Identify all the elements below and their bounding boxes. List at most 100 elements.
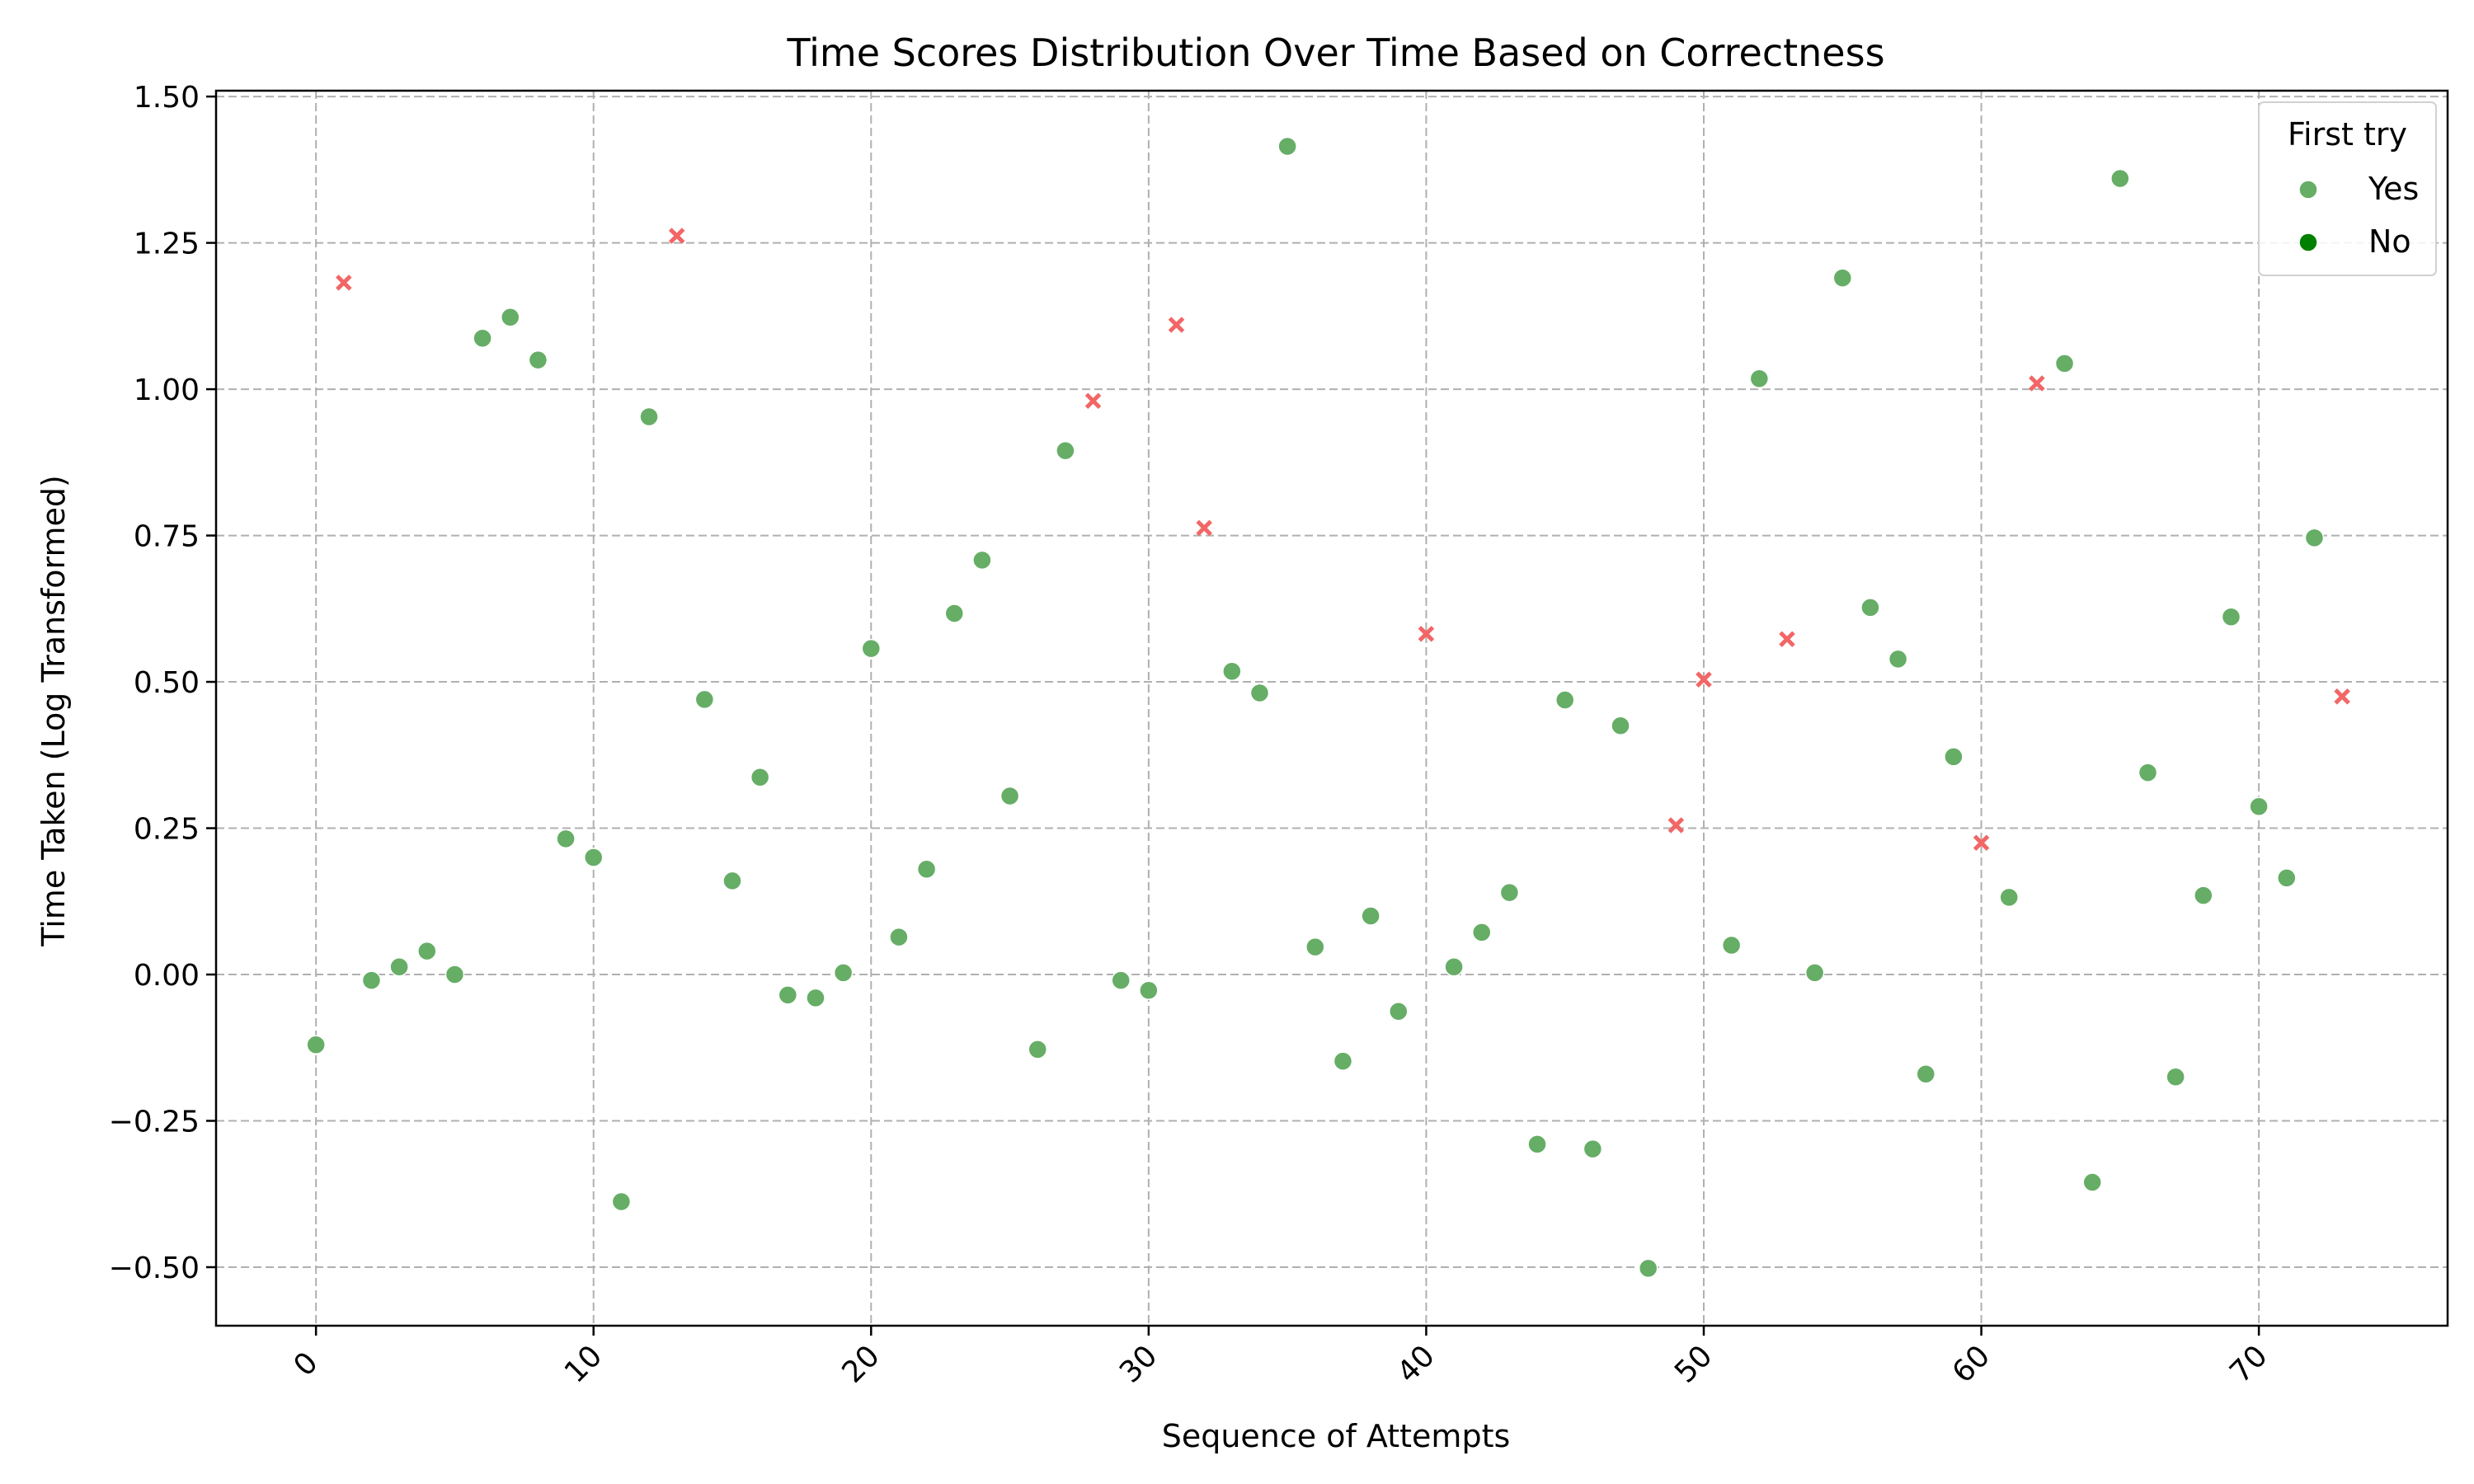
x-axis-label: Sequence of Attempts <box>1162 1418 1511 1454</box>
legend-label: No <box>2368 223 2411 260</box>
scatter-point-yes <box>2110 168 2130 189</box>
scatter-point-yes <box>2082 1172 2102 1192</box>
scatter-point-yes <box>1721 935 1742 956</box>
scatter-point-no <box>1168 317 1185 333</box>
x-marker-stroke <box>1696 671 1712 688</box>
scatter-point-yes <box>1444 957 1464 977</box>
scatter-point-yes <box>806 988 825 1008</box>
x-tick-label: 70 <box>2223 1339 2274 1389</box>
scatter-point-yes <box>722 871 742 891</box>
x-marker-stroke <box>336 275 352 291</box>
legend: First try Yes No <box>2258 101 2437 276</box>
legend-box <box>2258 101 2437 276</box>
legend-marker <box>2298 232 2318 252</box>
scatter-point-yes <box>750 768 770 787</box>
scatter-point-yes <box>1389 1002 1409 1021</box>
scatter-point-yes <box>556 829 576 849</box>
x-tick-label: 50 <box>1668 1339 1719 1389</box>
y-tick-label: 1.50 <box>134 81 200 115</box>
scatter-point-yes <box>1056 440 1075 461</box>
y-tick-label: 0.25 <box>134 813 200 847</box>
scatter-point-yes <box>694 689 715 710</box>
scatter-point-yes <box>833 963 854 983</box>
scatter-point-yes <box>1499 882 1520 903</box>
scatter-point-yes <box>501 308 520 327</box>
chart-title: Time Scores Distribution Over Time Based… <box>786 31 1884 75</box>
scatter-point-yes <box>1749 369 1770 389</box>
scatter-point-yes <box>1139 980 1159 1000</box>
legend-marker <box>2298 180 2318 200</box>
x-marker-stroke <box>668 228 685 244</box>
data-points <box>306 136 2350 1279</box>
y-tick-label: −0.50 <box>109 1252 200 1285</box>
scatter-point-yes <box>2221 607 2241 627</box>
scatter-point-yes <box>1249 683 1270 703</box>
x-marker-stroke <box>1084 392 1102 410</box>
y-tick-label: 1.25 <box>134 228 200 261</box>
x-tick-label: 40 <box>1391 1339 1442 1389</box>
x-tick-label: 0 <box>287 1345 324 1383</box>
x-marker-stroke <box>2334 688 2350 705</box>
scatter-point-yes <box>2166 1067 2185 1087</box>
scatter-point-yes <box>1583 1139 1603 1159</box>
y-tick-label: 0.00 <box>134 959 200 993</box>
x-marker-stroke <box>1418 626 1435 642</box>
x-tick-label: 10 <box>558 1339 609 1389</box>
scatter-point-yes <box>1527 1134 1547 1154</box>
scatter-point-no <box>668 228 685 244</box>
scatter-point-yes <box>583 848 604 867</box>
scatter-point-yes <box>417 941 437 961</box>
scatter-point-yes <box>639 406 659 427</box>
scatter-point-yes <box>861 638 882 659</box>
scatter-point-yes <box>944 603 965 623</box>
scatter-point-yes <box>1611 716 1630 736</box>
scatter-point-yes <box>361 970 382 990</box>
legend-title: First try <box>2288 116 2407 153</box>
scatter-point-yes <box>2194 885 2213 905</box>
scatter-point-yes <box>999 786 1020 806</box>
scatter-point-yes <box>1554 690 1575 710</box>
scatter-point-no <box>1196 519 1212 537</box>
x-marker-stroke <box>1779 631 1795 647</box>
legend-label: Yes <box>2368 171 2419 207</box>
scatter-point-no <box>1418 626 1435 642</box>
scatter-point-no <box>2334 688 2350 705</box>
scatter-point-yes <box>916 859 937 879</box>
x-marker-stroke <box>1196 519 1212 537</box>
plot-frame <box>214 89 2449 1327</box>
y-tick-label: −0.25 <box>109 1106 200 1139</box>
scatter-point-yes <box>473 328 492 349</box>
scatter-point-no <box>1779 631 1795 647</box>
scatter-point-yes <box>1888 649 1908 669</box>
x-marker-stroke <box>1973 834 1990 852</box>
scatter-point-yes <box>1333 1051 1353 1071</box>
y-tick-label: 1.00 <box>134 373 200 407</box>
axes: 0 10 20 30 40 50 60 70 −0.50 −0.25 0.00 0.25 0.50 0.7… <box>109 81 2449 1390</box>
x-marker-stroke <box>2029 375 2045 392</box>
y-axis-label: Time Taken (Log Transformed) <box>35 475 72 947</box>
scatter-point-yes <box>1804 963 1825 983</box>
scatter-point-yes <box>2277 868 2297 888</box>
scatter-point-yes <box>2138 763 2158 782</box>
scatter-point-yes <box>1860 598 1880 618</box>
scatter-point-yes <box>1471 923 1492 942</box>
x-tick-label: 60 <box>1946 1339 1997 1389</box>
scatter-point-yes <box>1638 1258 1658 1279</box>
scatter-point-yes <box>1277 136 1297 157</box>
scatter-point-yes <box>778 985 798 1005</box>
scatter-point-yes <box>1944 747 1964 767</box>
scatter-point-yes <box>972 550 992 571</box>
y-tick-label: 0.75 <box>134 520 200 554</box>
scatter-point-yes <box>389 957 409 977</box>
scatter-point-no <box>1696 671 1712 688</box>
scatter-point-yes <box>444 965 465 984</box>
x-tick-label: 30 <box>1113 1339 1164 1389</box>
scatter-point-yes <box>1832 268 1853 288</box>
x-marker-stroke <box>1667 817 1685 834</box>
scatter-point-no <box>1667 817 1685 834</box>
scatter-point-no <box>1084 392 1102 410</box>
x-tick-label: 20 <box>835 1339 886 1389</box>
scatter-point-no <box>1973 834 1990 852</box>
